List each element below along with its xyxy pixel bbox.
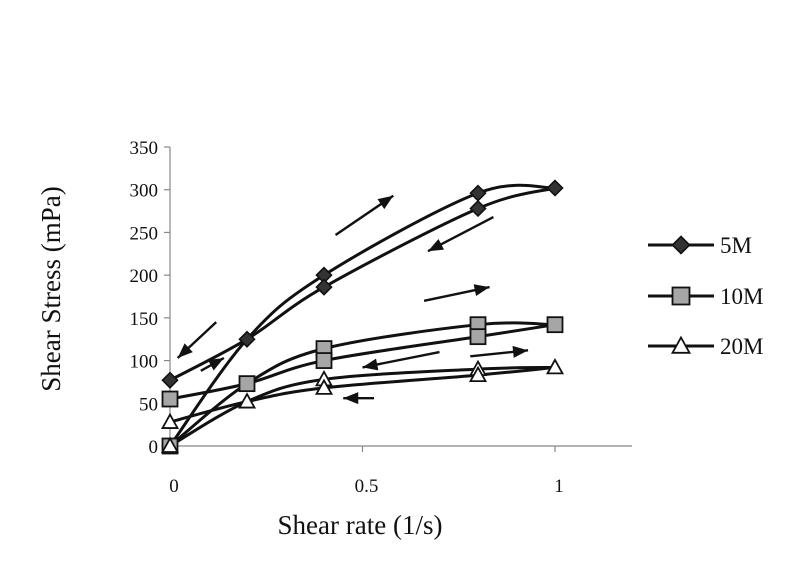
data-point-20m xyxy=(314,378,334,395)
arrow-head xyxy=(427,238,445,252)
y-tick-label: 100 xyxy=(130,352,159,373)
direction-arrow xyxy=(470,345,529,358)
legend-label-10m: 10M xyxy=(720,284,763,309)
direction-arrow xyxy=(362,350,440,371)
data-point-20m xyxy=(160,412,180,429)
arrow-head xyxy=(512,345,529,358)
data-point-20m xyxy=(468,365,488,382)
data-point-10m xyxy=(238,375,256,393)
legend-marker-10m xyxy=(671,286,691,306)
y-tick-label: 200 xyxy=(130,266,159,287)
direction-arrow xyxy=(343,392,375,405)
chart-series xyxy=(168,183,557,448)
chart-legend: 5M 10M 20M xyxy=(648,233,763,359)
legend-label-20m: 20M xyxy=(720,334,763,359)
y-tick-label: 250 xyxy=(130,223,159,244)
data-point-20m xyxy=(160,436,180,453)
chart-markers xyxy=(160,179,565,455)
data-point-5m xyxy=(315,278,333,296)
data-point-10m xyxy=(315,352,333,369)
y-tick-label: 300 xyxy=(130,181,159,202)
arrow-head xyxy=(343,392,359,405)
x-tick-label: 0.5 xyxy=(355,476,379,497)
direction-arrow xyxy=(427,215,494,253)
data-point-20m xyxy=(237,392,257,409)
data-point-5m xyxy=(546,179,564,197)
series-20m-down-curve xyxy=(168,365,557,424)
y-tick-label: 350 xyxy=(130,138,159,159)
data-point-10m xyxy=(546,316,564,334)
arrow-head xyxy=(177,343,193,359)
data-point-5m xyxy=(469,184,487,202)
data-point-5m xyxy=(469,199,487,218)
legend-marker-20m xyxy=(670,335,692,354)
data-point-5m xyxy=(238,330,256,348)
legend-label-5m: 5M xyxy=(720,233,752,258)
direction-arrow xyxy=(176,321,218,359)
y-tick-label: 150 xyxy=(130,309,159,330)
direction-arrow xyxy=(334,194,394,236)
data-point-5m xyxy=(161,371,179,389)
x-tick-label: 0 xyxy=(169,476,179,497)
arrow-head xyxy=(377,195,394,210)
arrow-head xyxy=(207,358,224,371)
y-axis-title: Shear Stress (mPa) xyxy=(36,186,66,391)
direction-arrow xyxy=(200,356,225,372)
direction-arrow xyxy=(423,284,490,302)
arrow-head xyxy=(473,284,490,297)
y-tick-label: 50 xyxy=(139,394,158,415)
chart-annotations xyxy=(176,194,529,405)
y-tick-label: 0 xyxy=(149,437,159,458)
legend-marker-5m xyxy=(671,235,691,255)
x-axis-title: Shear rate (1/s) xyxy=(278,510,443,540)
arrow-head xyxy=(362,358,379,371)
x-tick-label: 1 xyxy=(554,476,564,497)
data-point-10m xyxy=(469,328,487,346)
data-point-20m xyxy=(545,358,565,375)
data-point-10m xyxy=(161,390,179,408)
